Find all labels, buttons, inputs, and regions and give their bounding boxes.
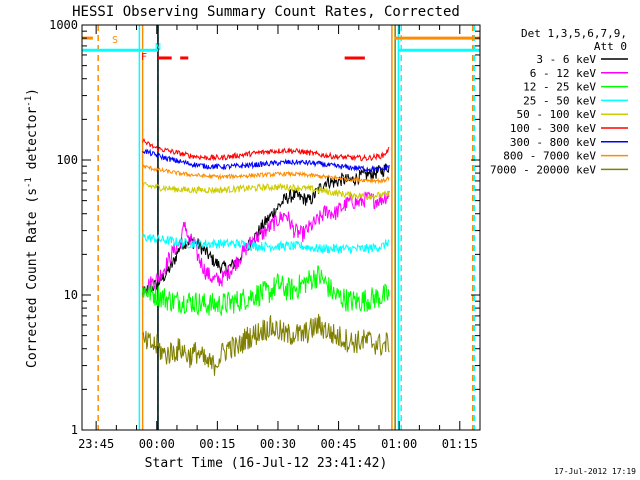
x-axis-label: Start Time (16-Jul-12 23:41:42) — [145, 456, 388, 471]
x-tick-label: 00:15 — [199, 437, 235, 451]
x-tick-label: 23:45 — [78, 437, 114, 451]
x-tick-label: 00:00 — [139, 437, 175, 451]
series-line — [142, 163, 390, 298]
y-axis-label: Corrected Count Rate (s-1 detector-1) — [24, 88, 40, 368]
plot-frame — [81, 24, 481, 431]
series-line — [142, 181, 390, 201]
legend-entry-label: 100 - 300 keV — [510, 122, 596, 135]
y-axis-label-part: ) — [25, 88, 40, 96]
legend-entry-label: 6 - 12 keV — [530, 67, 597, 80]
series-line — [142, 313, 390, 376]
legend-entry-label: 50 - 100 keV — [517, 108, 597, 121]
legend-entry-label: 3 - 6 keV — [536, 53, 596, 66]
y-axis-label-part: detector — [25, 107, 40, 178]
y-tick-label: 100 — [56, 153, 78, 167]
legend-entry-label: 7000 - 20000 keV — [490, 163, 596, 176]
y-axis-label-part: Corrected Count Rate (s — [25, 188, 40, 368]
y-tick-label: 10 — [64, 288, 78, 302]
series-line — [142, 163, 390, 185]
series-line — [142, 233, 390, 255]
axes: 1 10 100 1000 23:45 00:00 00:15 00:30 00:45 01:00… — [49, 18, 481, 451]
x-tick-label: 01:15 — [442, 437, 478, 451]
y-axis-label-exponent: -1 — [24, 177, 34, 188]
timestamp: 17-Jul-2012 17:19 — [554, 467, 636, 476]
flag-label: N — [155, 42, 161, 53]
legend-entry-label: 25 - 50 keV — [523, 94, 596, 107]
legend-title: Det 1,3,5,6,7,9, — [521, 27, 627, 40]
y-tick-label: 1 — [71, 423, 78, 437]
legend-subtitle: Att 0 — [594, 40, 627, 53]
series-line — [142, 148, 390, 173]
series-line — [142, 138, 390, 162]
x-tick-label: 00:45 — [321, 437, 357, 451]
series-line — [142, 190, 390, 296]
legend-entry-label: 12 - 25 keV — [523, 81, 596, 94]
y-tick-label: 1000 — [49, 18, 78, 32]
legend-entry-label: 300 - 800 keV — [510, 136, 596, 149]
flag-label: S — [112, 35, 118, 46]
flag-label: F — [141, 52, 147, 63]
y-axis-label-exponent: -1 — [24, 96, 34, 107]
x-tick-label: 00:30 — [260, 437, 296, 451]
chart-title: HESSI Observing Summary Count Rates, Cor… — [72, 4, 460, 20]
legend-entry-label: 800 - 7000 keV — [503, 150, 596, 163]
plot-area: S NF — [82, 25, 480, 430]
series-line — [142, 265, 390, 317]
x-tick-label: 01:00 — [381, 437, 417, 451]
